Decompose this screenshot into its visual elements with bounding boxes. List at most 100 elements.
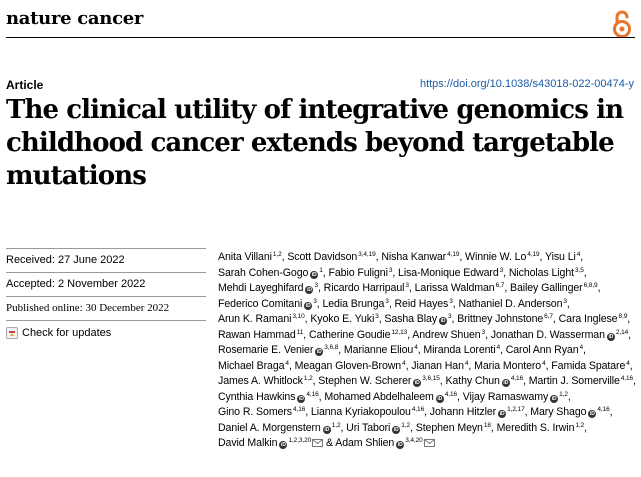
affiliation-numbers[interactable]: 18 <box>483 421 491 429</box>
author-name[interactable]: Federico Comitani iD3 <box>218 298 317 310</box>
author-name[interactable]: Meredith S. Irwin1,2 <box>497 422 585 434</box>
affiliation-numbers[interactable]: 4 <box>402 359 406 367</box>
affiliation-numbers[interactable]: 3,10 <box>292 313 305 320</box>
author-name[interactable]: Nathaniel D. Anderson3 <box>458 298 567 310</box>
orcid-icon[interactable]: iD <box>588 410 597 418</box>
affiliation-numbers[interactable]: 3,6,8 <box>324 344 339 351</box>
affiliation-numbers[interactable]: 3,4,20 <box>405 437 423 444</box>
affiliation-numbers[interactable]: 4,16 <box>620 375 634 382</box>
author-name[interactable]: Daniel A. Morgenstern iD1,2 <box>218 422 341 434</box>
affiliation-numbers[interactable]: 3 <box>405 282 409 289</box>
author-name[interactable]: Meagan Gloven-Brown4 <box>295 360 406 372</box>
affiliation-numbers[interactable]: 3 <box>449 297 453 305</box>
email-icon[interactable] <box>423 439 435 447</box>
affiliation-numbers[interactable]: 3,5 <box>574 266 584 274</box>
author-name[interactable]: Yisu Li4 <box>545 251 580 263</box>
affiliation-numbers[interactable]: 4,16 <box>292 406 306 413</box>
author-name[interactable]: Mary Shago iD4,16 <box>530 406 610 418</box>
author-name[interactable]: Michael Braga4 <box>218 360 289 372</box>
affiliation-numbers[interactable]: 1,2 <box>272 251 282 258</box>
author-name[interactable]: Anita Villani1,2 <box>218 251 282 263</box>
author-name[interactable]: Carol Ann Ryan4 <box>506 344 583 356</box>
affiliation-numbers[interactable]: 4,16 <box>411 406 425 413</box>
author-name[interactable]: Nicholas Light3,5 <box>509 267 584 279</box>
orcid-icon[interactable]: iD <box>279 441 288 449</box>
orcid-icon[interactable]: iD <box>305 286 314 294</box>
orcid-icon[interactable]: iD <box>315 348 324 356</box>
affiliation-numbers[interactable]: 1,2,3,20 <box>288 437 312 444</box>
affiliation-numbers[interactable]: 3 <box>314 282 318 289</box>
affiliation-numbers[interactable]: 4,19 <box>447 251 460 258</box>
author-name[interactable]: Johann Hitzler iD1,2,17 <box>430 406 525 418</box>
author-name[interactable]: Maria Montero4 <box>474 360 546 372</box>
author-name[interactable]: Nisha Kanwar4,19 <box>381 251 459 263</box>
affiliation-numbers[interactable]: 3 <box>375 313 379 320</box>
author-name[interactable]: Marianne Eliou4 <box>344 344 418 356</box>
orcid-icon[interactable]: iD <box>310 270 319 279</box>
author-name[interactable]: Reid Hayes3 <box>395 298 453 310</box>
author-name[interactable]: Lianna Kyriakopoulou4,16 <box>311 406 424 418</box>
affiliation-numbers[interactable]: 3 <box>499 266 504 274</box>
affiliation-numbers[interactable]: 3,6,15 <box>422 375 440 382</box>
author-name[interactable]: Mohamed Abdelhaleem iD4,16 <box>324 391 457 403</box>
affiliation-numbers[interactable]: 4,16 <box>444 390 458 398</box>
author-name[interactable]: Famida Spatare4 <box>551 360 630 372</box>
author-name[interactable]: Cynthia Hawkins iD4,16 <box>218 391 319 403</box>
orcid-icon[interactable]: iD <box>396 441 405 449</box>
author-name[interactable]: Ledia Brunga3 <box>322 298 388 310</box>
affiliation-numbers[interactable]: 3 <box>448 313 452 320</box>
affiliation-numbers[interactable]: 1,2 <box>401 421 411 429</box>
affiliation-numbers[interactable]: 2,14 <box>615 328 629 336</box>
affiliation-numbers[interactable]: 1 <box>319 266 323 274</box>
orcid-icon[interactable]: iD <box>435 394 444 403</box>
affiliation-numbers[interactable]: 1,2 <box>575 421 585 429</box>
affiliation-numbers[interactable]: 4 <box>576 251 581 258</box>
author-name[interactable]: Brittney Johnstone6,7 <box>457 313 553 325</box>
author-name[interactable]: Jianan Han4 <box>411 360 468 372</box>
author-name[interactable]: James A. Whitlock1,2 <box>218 375 313 387</box>
affiliation-numbers[interactable]: 4,16 <box>597 406 610 413</box>
affiliation-numbers[interactable]: 11 <box>296 328 304 336</box>
orcid-icon[interactable]: iD <box>501 379 510 387</box>
author-name[interactable]: Scott Davidson3,4,19 <box>287 251 375 263</box>
affiliation-numbers[interactable]: 8,9 <box>618 313 628 320</box>
author-name[interactable]: Gino R. Somers4,16 <box>218 406 305 418</box>
affiliation-numbers[interactable]: 6,8,9 <box>583 282 598 289</box>
journal-name[interactable]: nature cancer <box>6 8 144 29</box>
affiliation-numbers[interactable]: 4,16 <box>510 375 524 382</box>
affiliation-numbers[interactable]: 6,7 <box>544 313 553 320</box>
affiliation-numbers[interactable]: 3 <box>385 297 389 305</box>
affiliation-numbers[interactable]: 3,4,19 <box>358 251 376 258</box>
affiliation-numbers[interactable]: 4 <box>496 344 501 351</box>
affiliation-numbers[interactable]: 1,2,17 <box>507 406 525 413</box>
affiliation-numbers[interactable]: 3 <box>388 266 393 274</box>
author-name[interactable]: Ricardo Harripaul3 <box>324 282 409 294</box>
email-icon[interactable] <box>312 439 324 447</box>
affiliation-numbers[interactable]: 4 <box>414 344 418 351</box>
author-name[interactable]: Vijay Ramaswamy iD1,2 <box>463 391 568 403</box>
author-name[interactable]: Stephen Meyn18 <box>416 422 491 434</box>
doi-link[interactable]: https://doi.org/10.1038/s43018-022-00474… <box>419 78 634 90</box>
orcid-icon[interactable]: iD <box>606 332 615 341</box>
author-name[interactable]: Uri Tabori iD1,2 <box>346 422 410 434</box>
author-name[interactable]: Martin J. Somerville4,16 <box>529 375 633 387</box>
author-name[interactable]: Sarah Cohen-Gogo iD1 <box>218 267 323 279</box>
author-name[interactable]: Kyoko E. Yuki3 <box>310 313 378 325</box>
author-name[interactable]: Fabio Fuligni3 <box>328 267 392 279</box>
affiliation-numbers[interactable]: 4 <box>285 359 289 367</box>
author-name[interactable]: Winnie W. Lo4,19 <box>465 251 540 263</box>
affiliation-numbers[interactable]: 3 <box>481 328 486 336</box>
author-name[interactable]: Miranda Lorenti4 <box>423 344 500 356</box>
author-name[interactable]: Arun K. Ramani3,10 <box>218 313 305 325</box>
affiliation-numbers[interactable]: 4 <box>464 359 469 367</box>
orcid-icon[interactable]: iD <box>498 410 507 418</box>
author-name[interactable]: Jonathan D. Wasserman iD2,14 <box>491 329 628 341</box>
orcid-icon[interactable]: iD <box>304 301 313 310</box>
author-name[interactable]: Andrew Shuen3 <box>412 329 485 341</box>
author-name[interactable]: Larissa Waldman6,7 <box>415 282 505 294</box>
affiliation-numbers[interactable]: 6,7 <box>495 282 505 289</box>
author-name[interactable]: Kathy Chun iD4,16 <box>445 375 523 387</box>
affiliation-numbers[interactable]: 4 <box>626 359 630 367</box>
affiliation-numbers[interactable]: 3 <box>313 297 317 305</box>
author-name[interactable]: Cara Inglese8,9 <box>559 313 628 325</box>
